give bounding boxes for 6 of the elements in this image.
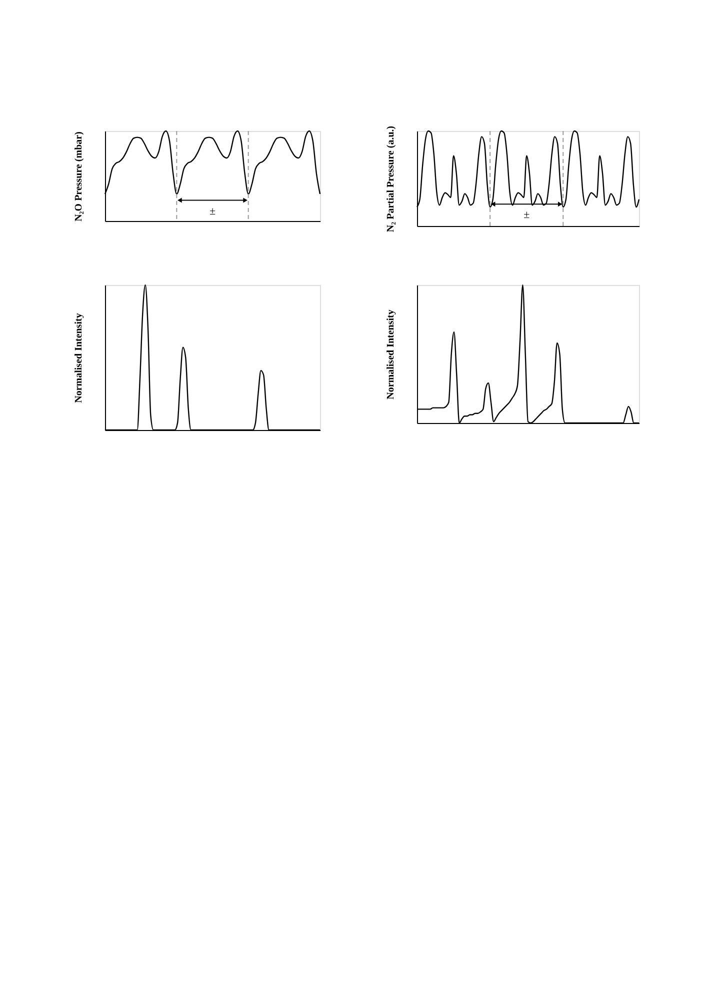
- y-axis-title: N₂ Partial Pressure (a.u.): [386, 126, 396, 232]
- y-axis-title: Normalised Intensity: [74, 313, 84, 403]
- annotation: ±: [209, 205, 216, 218]
- y-axis-title: Normalised Intensity: [386, 310, 396, 400]
- annotation: ±: [524, 209, 530, 222]
- y-axis-title: N₂O Pressure (mbar): [74, 132, 84, 222]
